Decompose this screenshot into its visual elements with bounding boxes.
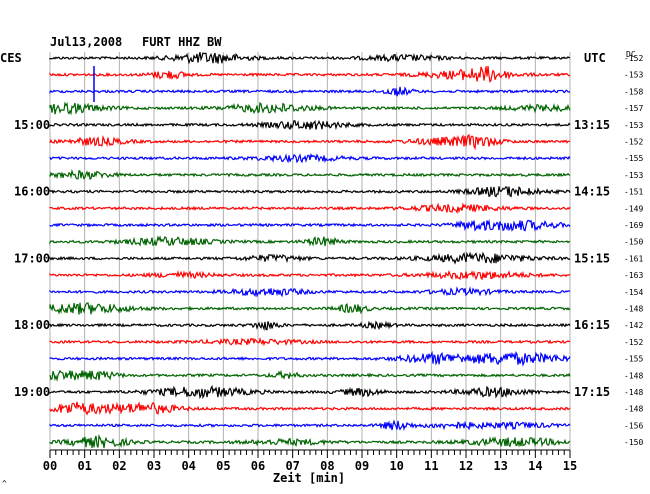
- trace-line: [49, 66, 571, 84]
- dc-offset-label: -169: [624, 221, 643, 230]
- x-tick-label: 12: [459, 459, 473, 473]
- trace-line: [49, 384, 571, 400]
- trace-line: [49, 219, 571, 232]
- x-tick-label: 01: [77, 459, 91, 473]
- x-tick-label: 13: [493, 459, 507, 473]
- x-tick-label: 00: [43, 459, 57, 473]
- trace-line: [49, 269, 571, 281]
- left-hour-label: 16:00: [14, 185, 50, 199]
- right-hour-label: 15:15: [574, 251, 610, 265]
- dc-offset-label: -157: [624, 104, 643, 113]
- trace-line: [49, 168, 571, 180]
- dc-offset-label: -158: [624, 87, 643, 96]
- trace-line: [49, 286, 571, 298]
- dc-offset-label: -152: [624, 54, 643, 63]
- dc-offset-label: -161: [624, 254, 643, 263]
- header-date: Jul13,2008: [50, 35, 122, 49]
- dc-offset-label: -155: [624, 154, 643, 163]
- trace-line: [49, 419, 571, 431]
- dc-offset-label: -152: [624, 338, 643, 347]
- trace-line: [49, 152, 571, 164]
- left-hour-labels: 15:00 16:00 17:00 18:00 19:00: [14, 118, 50, 399]
- x-axis-title: Zeit [min]: [273, 471, 345, 485]
- left-hour-label: 15:00: [14, 118, 50, 132]
- dc-offset-label: -163: [624, 271, 643, 280]
- trace-line: [49, 52, 570, 65]
- dc-offset-label: -154: [624, 288, 643, 297]
- dc-offset-label: -153: [624, 71, 643, 80]
- trace-line: [49, 434, 571, 449]
- left-hour-label: 18:00: [14, 318, 50, 332]
- right-hour-label: 13:15: [574, 118, 610, 132]
- dc-offset-label: -151: [624, 188, 643, 197]
- trace-line: [49, 119, 571, 131]
- right-hour-label: 14:15: [574, 185, 610, 199]
- dc-offset-label: -148: [624, 371, 643, 380]
- x-tick-label: 10: [389, 459, 403, 473]
- trace-line: [49, 336, 571, 347]
- trace-line: [49, 401, 571, 416]
- x-axis-ticks: [49, 449, 571, 458]
- dc-offset-label: -156: [624, 421, 643, 430]
- x-tick-label: 14: [528, 459, 542, 473]
- x-tick-label: 09: [355, 459, 369, 473]
- trace-line: [49, 320, 571, 331]
- dc-offset-label: -150: [624, 238, 643, 247]
- trace-line: [49, 251, 571, 265]
- trace-line: [49, 302, 571, 315]
- dc-offset-label: -148: [624, 305, 643, 314]
- dc-header-label: DC: [626, 50, 636, 59]
- trace-line: [49, 86, 571, 97]
- x-tick-label: 07: [285, 459, 299, 473]
- corner-mark: ^: [2, 479, 7, 488]
- trace-line: [49, 101, 571, 116]
- x-tick-label: 11: [424, 459, 438, 473]
- x-tick-label: 03: [147, 459, 161, 473]
- x-tick-label: 04: [181, 459, 195, 473]
- x-tick-label: 02: [112, 459, 126, 473]
- right-hour-label: 17:15: [574, 385, 610, 399]
- dc-offset-label: -148: [624, 405, 643, 414]
- x-axis-tick-labels: 00 01 02 03 04 05 06 07 08 09 10 11 12 13 14 15: [43, 459, 577, 473]
- header-station: FURT HHZ BW: [142, 35, 222, 49]
- trace-line: [49, 369, 571, 382]
- trace-line: [49, 350, 571, 367]
- x-tick-label: 06: [251, 459, 265, 473]
- dc-offset-label: -148: [624, 388, 643, 397]
- dc-offset-label: -150: [624, 438, 643, 447]
- trace-line: [49, 185, 571, 198]
- x-tick-label: 08: [320, 459, 334, 473]
- right-hour-label: 16:15: [574, 318, 610, 332]
- left-timezone-label: CES: [0, 51, 22, 65]
- seismogram-traces: [49, 52, 571, 449]
- left-hour-label: 19:00: [14, 385, 50, 399]
- x-tick-label: 15: [563, 459, 577, 473]
- trace-line: [49, 202, 571, 215]
- dc-offset-labels: -152 -153 -158 -157 -153 -152 -155 -153 -151 -149…: [624, 54, 643, 447]
- dc-offset-label: -142: [624, 321, 643, 330]
- right-timezone-label: UTC: [584, 51, 606, 65]
- dc-offset-label: -152: [624, 138, 643, 147]
- dc-offset-label: -149: [624, 204, 643, 213]
- x-tick-label: 05: [216, 459, 230, 473]
- right-hour-labels: 13:15 14:15 15:15 16:15 17:15: [574, 118, 610, 399]
- dc-offset-label: -155: [624, 355, 643, 364]
- dc-offset-label: -153: [624, 171, 643, 180]
- trace-line: [49, 133, 571, 151]
- trace-line: [49, 235, 571, 247]
- dc-offset-label: -153: [624, 121, 643, 130]
- left-hour-label: 17:00: [14, 251, 50, 265]
- plot-grid: [49, 52, 571, 450]
